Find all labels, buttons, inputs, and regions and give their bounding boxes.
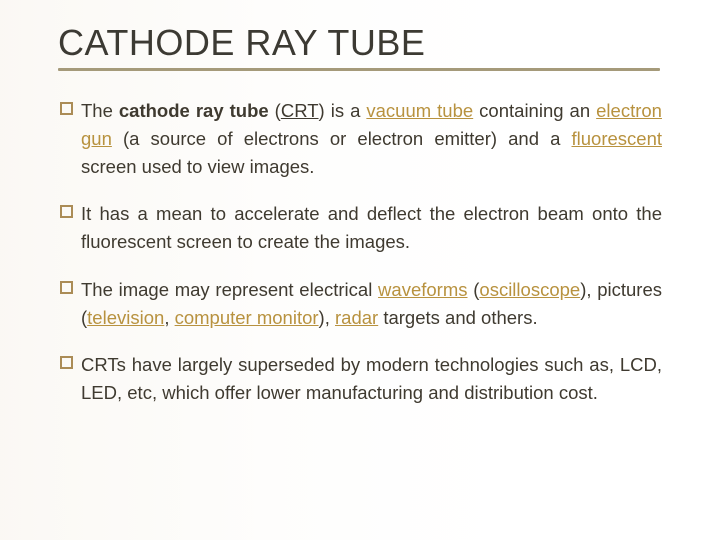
text-span: (a source of electrons or electron emitt… [112,128,572,149]
link-fluorescent[interactable]: fluorescent [572,128,663,149]
bullet-text: CRTs have largely superseded by modern t… [81,351,662,407]
square-bullet-icon [60,102,73,115]
bullet-text: It has a mean to accelerate and deflect … [81,200,662,256]
text-span: ) is a [319,100,367,121]
slide: CATHODE RAY TUBE The cathode ray tube (C… [0,0,720,540]
link-radar[interactable]: radar [335,307,378,328]
link-computer-monitor[interactable]: computer monitor [175,307,319,328]
title-underline [58,68,660,71]
text-span: containing an [473,100,596,121]
page-title: CATHODE RAY TUBE [58,22,662,64]
underline-term: CRT [281,100,319,121]
text-span: targets and others. [378,307,537,328]
link-oscilloscope[interactable]: oscilloscope [479,279,580,300]
text-span: , [164,307,174,328]
body-content: The cathode ray tube (CRT) is a vacuum t… [58,97,662,407]
square-bullet-icon [60,356,73,369]
bullet-text: The image may represent electrical wavef… [81,276,662,332]
link-television[interactable]: television [87,307,164,328]
text-span: ( [468,279,480,300]
square-bullet-icon [60,281,73,294]
text-span: ), [319,307,335,328]
bullet-item: The cathode ray tube (CRT) is a vacuum t… [60,97,662,180]
square-bullet-icon [60,205,73,218]
bullet-item: The image may represent electrical wavef… [60,276,662,332]
bullet-item: It has a mean to accelerate and deflect … [60,200,662,256]
bullet-text: The cathode ray tube (CRT) is a vacuum t… [81,97,662,180]
text-span: The image may represent electrical [81,279,378,300]
text-span: ( [269,100,281,121]
bullet-item: CRTs have largely superseded by modern t… [60,351,662,407]
link-waveforms[interactable]: waveforms [378,279,467,300]
text-span: screen used to view images. [81,156,314,177]
link-vacuum-tube[interactable]: vacuum tube [366,100,473,121]
bold-term: cathode ray tube [119,100,269,121]
text-span: The [81,100,119,121]
